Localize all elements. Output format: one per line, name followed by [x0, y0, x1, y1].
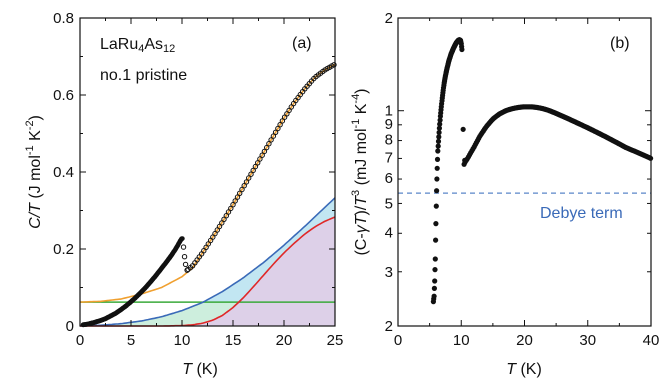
- y-tick-label: 4: [385, 224, 393, 241]
- data-point: [272, 129, 279, 136]
- data-point: [435, 148, 441, 154]
- data-point: [431, 293, 437, 299]
- data-point: [248, 171, 254, 177]
- debye-term-curve: [79, 197, 336, 327]
- x-tick-label: 40: [643, 332, 660, 349]
- panel-b-y-axis-label: (C-γT)/T3 (mJ mol-1 K-4): [350, 88, 370, 255]
- panel-a-sample-label: no.1 pristine: [100, 67, 187, 84]
- x-tick-label: 5: [127, 332, 135, 349]
- data-point: [266, 141, 272, 147]
- y-tick-label: 0.6: [53, 87, 74, 104]
- data-point: [179, 236, 185, 242]
- phonon-fill: [80, 217, 335, 326]
- data-point: [437, 117, 443, 123]
- x-tick-label: 20: [516, 332, 533, 349]
- y-tick-label: 0: [66, 318, 74, 335]
- y-tick-label: 8: [385, 132, 393, 149]
- y-tick-label: 9: [385, 116, 393, 133]
- data-point: [261, 148, 268, 155]
- data-point: [181, 254, 188, 260]
- data-point: [243, 179, 250, 185]
- x-tick-label: 30: [579, 332, 596, 349]
- y-tick-label: 0.2: [53, 241, 74, 258]
- panel-a-shaded-regions: [80, 197, 335, 326]
- panel-a-compound-label: LaRu4As12: [100, 36, 175, 55]
- panel-b-label: (b): [610, 35, 630, 52]
- data-point: [259, 152, 265, 158]
- data-point: [264, 144, 270, 151]
- data-point: [437, 121, 443, 127]
- data-point: [180, 244, 187, 250]
- data-point: [255, 160, 261, 166]
- data-point: [434, 188, 440, 194]
- data-point: [433, 221, 439, 227]
- data-point: [436, 134, 442, 140]
- data-point: [434, 165, 440, 171]
- y-tick-label: 6: [385, 170, 393, 187]
- data-point: [331, 62, 337, 68]
- data-point: [275, 125, 281, 132]
- data-point: [250, 167, 256, 174]
- data-point: [433, 237, 439, 243]
- y-tick-label: 7: [385, 149, 393, 166]
- x-tick-label: 20: [276, 332, 293, 349]
- data-point: [246, 175, 252, 181]
- y-tick-label: 1: [385, 103, 393, 120]
- data-point: [432, 278, 438, 284]
- panel-b-x-axis-label: T (K): [506, 361, 542, 378]
- data-point: [436, 129, 442, 136]
- data-point: [432, 256, 438, 262]
- data-point: [460, 126, 466, 132]
- y-tick-label: 3: [385, 264, 393, 281]
- data-point: [241, 183, 247, 189]
- data-point: [234, 194, 241, 200]
- data-point: [436, 125, 442, 131]
- data-point: [237, 190, 243, 197]
- x-tick-label: 25: [327, 332, 344, 349]
- data-point: [230, 202, 236, 208]
- data-point: [268, 137, 274, 143]
- data-point: [232, 198, 238, 204]
- data-point: [239, 186, 245, 193]
- panel-a-ticks: 0 5 10 15 20 25 0 0.2 0.4 0.6 0.8: [53, 10, 343, 349]
- panel-a-label: (a): [292, 35, 312, 52]
- data-point: [434, 176, 440, 182]
- panel-a-x-axis-label: T (K): [182, 361, 218, 378]
- data-point: [182, 261, 189, 268]
- data-point: [270, 133, 277, 139]
- debye-term-label: Debye term: [540, 205, 623, 222]
- data-point: [434, 156, 441, 162]
- data-point: [431, 285, 437, 291]
- x-tick-label: 10: [174, 332, 191, 349]
- panel-a-data-points: [80, 62, 337, 328]
- data-point: [433, 203, 439, 209]
- y-tick-label: 2: [385, 10, 393, 27]
- data-point: [252, 163, 259, 170]
- panel-b-data-points: [430, 37, 654, 305]
- data-point: [277, 122, 283, 128]
- y-tick-label: 5: [385, 195, 393, 212]
- y-tick-label: 0.4: [53, 164, 74, 181]
- data-point: [435, 143, 441, 149]
- panel-a-y-axis-label: C/T (J mol-1 K-2): [24, 115, 44, 229]
- data-point: [257, 156, 263, 162]
- x-tick-label: 0: [394, 332, 402, 349]
- data-point: [459, 46, 465, 53]
- panel-a-chart: 0 5 10 15 20 25 0 0.2 0.4 0.6 0.8 LaRu4As12 no.1 p…: [24, 10, 343, 378]
- x-tick-label: 10: [453, 332, 470, 349]
- x-tick-label: 0: [76, 332, 84, 349]
- y-tick-label: 0.8: [53, 10, 74, 27]
- data-point: [432, 267, 438, 273]
- data-point: [435, 138, 442, 144]
- x-tick-label: 15: [225, 332, 242, 349]
- y-tick-label: 2: [385, 318, 393, 335]
